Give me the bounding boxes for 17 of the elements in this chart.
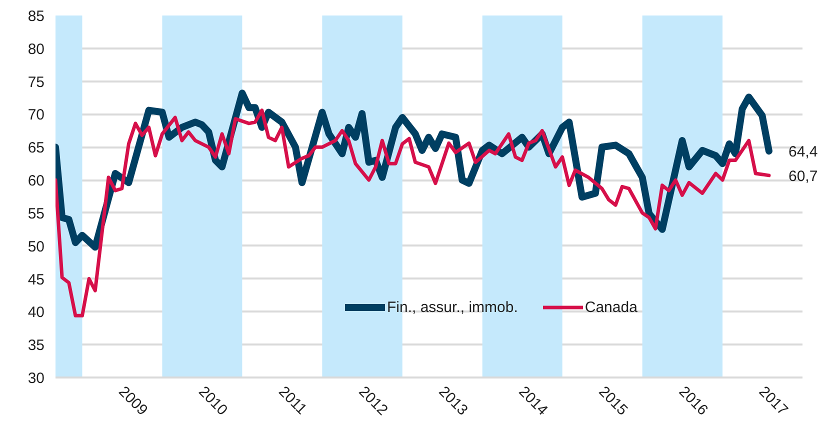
y-tick-label: 70 <box>28 106 45 124</box>
line-series <box>56 108 771 318</box>
legend-label: Canada <box>584 298 638 316</box>
y-tick-label: 50 <box>28 238 45 256</box>
data-label: 60,7 <box>788 168 818 185</box>
y-tick-label: 55 <box>28 205 45 222</box>
y-tick-label: 35 <box>28 337 45 354</box>
y-tick-label: 40 <box>28 304 45 322</box>
y-tick-label: 80 <box>28 40 45 58</box>
y-tick-label: 85 <box>28 8 45 25</box>
y-tick-label: 65 <box>28 140 45 157</box>
y-tick-label: 45 <box>28 271 45 288</box>
y-tick-label: 60 <box>28 172 45 190</box>
data-label: 64,4 <box>788 144 818 161</box>
y-tick-label: 30 <box>28 370 45 387</box>
legend-label: Fin., assur., immob. <box>387 298 518 316</box>
y-tick-label: 75 <box>28 74 45 91</box>
